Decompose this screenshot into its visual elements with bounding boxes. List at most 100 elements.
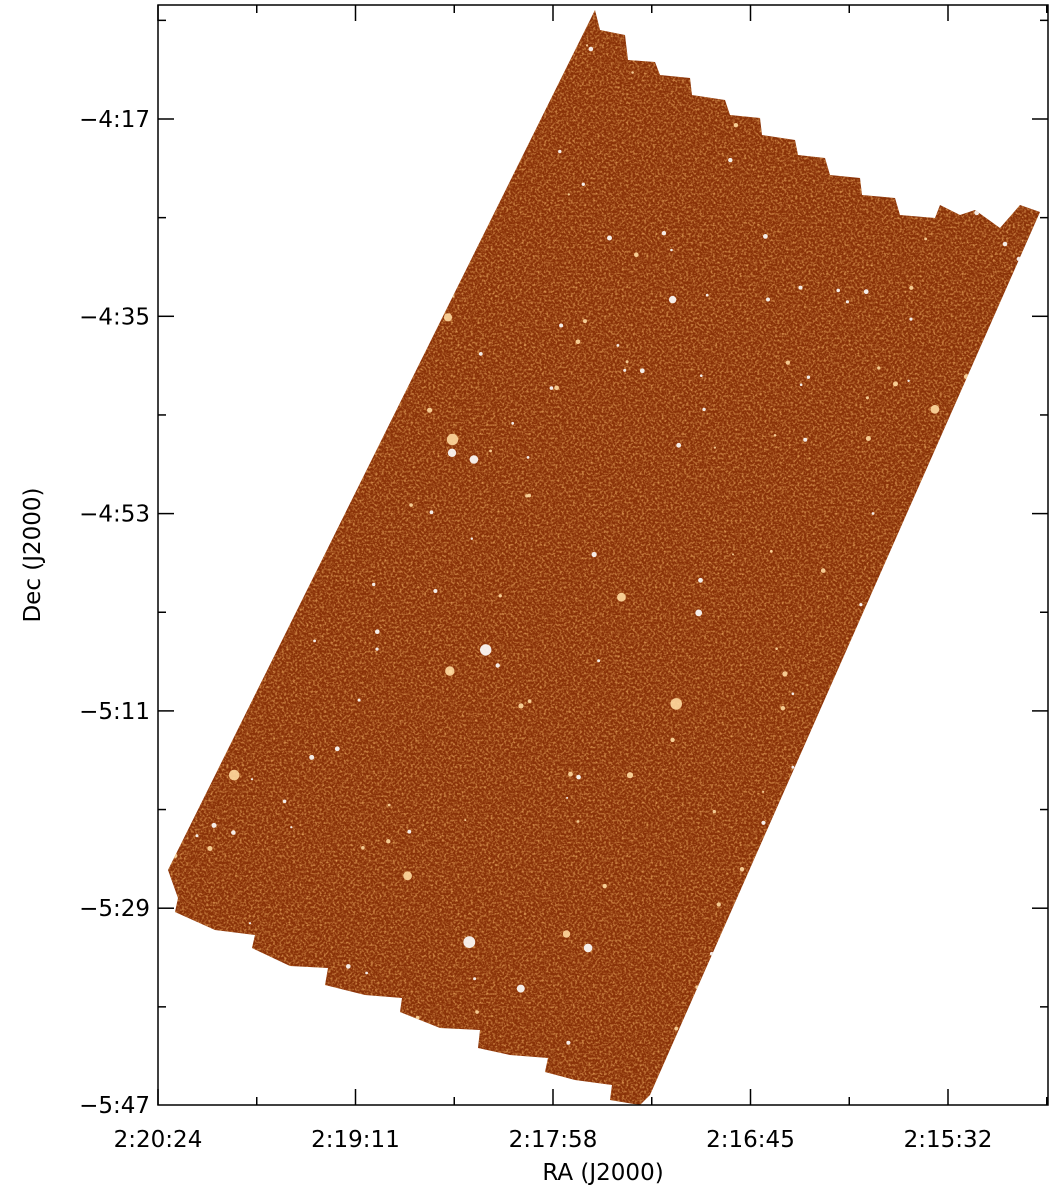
star: [806, 375, 811, 379]
star: [674, 1026, 679, 1031]
star: [837, 159, 840, 162]
star: [988, 749, 994, 755]
star: [865, 996, 870, 1002]
star: [366, 16, 370, 21]
star: [712, 809, 716, 814]
x-tick-label: 2:20:24: [114, 1127, 203, 1153]
star: [687, 1057, 692, 1062]
star: [653, 45, 656, 48]
star: [429, 126, 434, 132]
star: [357, 698, 361, 702]
star: [335, 390, 339, 394]
star: [219, 13, 224, 18]
star: [242, 1044, 248, 1050]
star: [912, 928, 918, 934]
star: [576, 774, 581, 780]
plot-frame: [157, 4, 1049, 1106]
star: [254, 438, 258, 441]
star: [973, 949, 977, 953]
star: [346, 964, 351, 969]
star: [617, 592, 626, 602]
star: [607, 235, 612, 241]
star: [575, 339, 581, 345]
star: [282, 799, 287, 804]
star: [775, 647, 778, 650]
star: [616, 344, 620, 347]
star: [469, 455, 479, 464]
star: [1016, 256, 1021, 262]
star: [424, 40, 428, 44]
star: [990, 606, 996, 612]
star: [639, 368, 645, 374]
star: [766, 297, 770, 302]
star: [250, 778, 254, 781]
star: [228, 769, 240, 781]
star: [974, 210, 980, 216]
star: [429, 1057, 435, 1063]
star: [676, 442, 682, 448]
star: [464, 819, 467, 822]
star: [919, 727, 925, 732]
star: [576, 820, 580, 823]
star: [973, 1043, 976, 1045]
star: [340, 112, 344, 116]
star: [375, 629, 380, 634]
star: [871, 512, 875, 515]
star: [808, 35, 813, 40]
star: [668, 295, 677, 304]
star: [670, 737, 675, 743]
star: [489, 449, 492, 453]
star: [173, 853, 178, 859]
star: [836, 288, 840, 293]
star: [769, 549, 773, 553]
star: [566, 796, 569, 799]
star: [473, 1097, 477, 1101]
star: [588, 46, 594, 52]
y-tick-label: −4:35: [79, 304, 150, 330]
image-field: [168, 10, 1040, 1105]
star: [859, 603, 863, 607]
star: [311, 504, 315, 508]
star: [336, 276, 340, 281]
star: [733, 123, 739, 128]
star: [597, 659, 601, 663]
star: [403, 871, 412, 881]
star: [473, 977, 477, 981]
star: [178, 490, 183, 494]
star: [881, 793, 887, 798]
star: [863, 289, 869, 295]
star: [953, 793, 957, 797]
star: [1000, 626, 1005, 631]
star: [330, 999, 334, 1004]
star: [429, 510, 434, 515]
star: [700, 374, 703, 378]
star: [365, 266, 368, 269]
star: [525, 66, 531, 71]
star: [775, 83, 778, 87]
star: [862, 618, 867, 623]
star: [168, 553, 170, 558]
star: [331, 1045, 335, 1049]
star: [312, 460, 315, 463]
star: [924, 237, 927, 241]
star: [549, 386, 554, 390]
y-tick-label: −5:29: [79, 896, 150, 922]
star: [1002, 95, 1006, 98]
star: [528, 44, 538, 53]
star: [785, 360, 791, 365]
star: [1036, 921, 1039, 924]
star: [907, 379, 910, 382]
star: [695, 609, 703, 617]
star: [881, 1083, 884, 1087]
star: [409, 503, 413, 507]
star: [1002, 241, 1008, 247]
star: [1021, 981, 1029, 990]
star: [739, 867, 745, 872]
star: [484, 167, 488, 171]
star: [554, 385, 559, 391]
star: [566, 1040, 571, 1045]
star: [695, 985, 699, 989]
star: [434, 222, 437, 225]
star: [581, 182, 585, 186]
